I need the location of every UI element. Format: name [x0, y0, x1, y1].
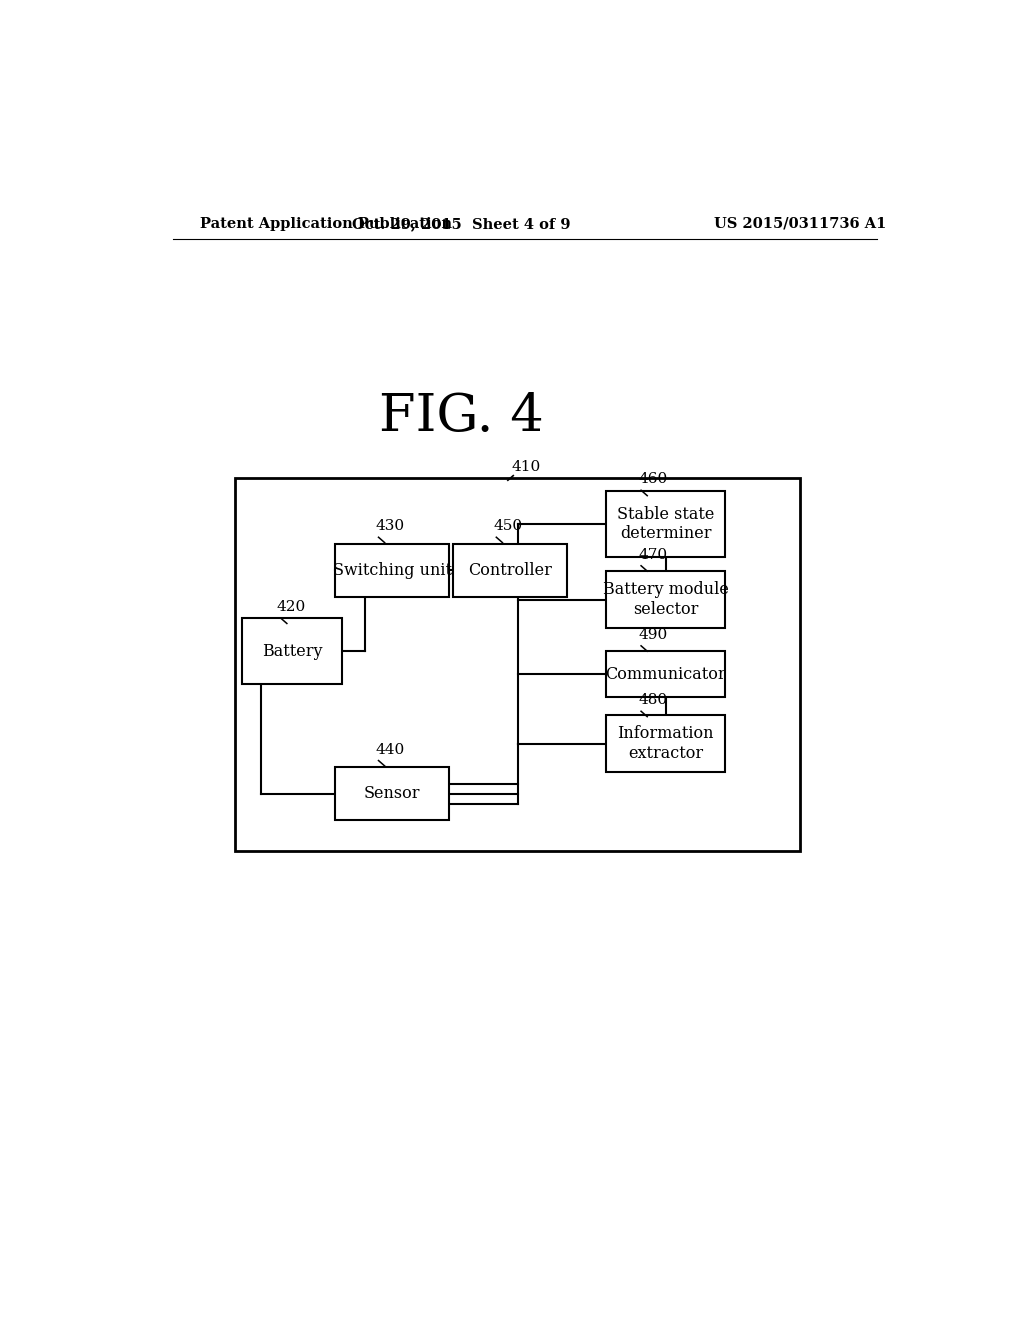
- Text: 470: 470: [639, 548, 668, 562]
- Text: Battery: Battery: [262, 643, 323, 660]
- Bar: [243, 619, 342, 684]
- Text: 440: 440: [376, 743, 404, 756]
- Text: Information
extractor: Information extractor: [617, 725, 714, 762]
- Text: Stable state
determiner: Stable state determiner: [617, 506, 715, 543]
- Bar: [606, 651, 725, 697]
- Bar: [336, 767, 450, 820]
- Bar: [234, 478, 801, 851]
- Text: 480: 480: [639, 693, 668, 708]
- Text: Oct. 29, 2015  Sheet 4 of 9: Oct. 29, 2015 Sheet 4 of 9: [352, 216, 571, 231]
- Text: Sensor: Sensor: [365, 785, 421, 803]
- Text: Patent Application Publication: Patent Application Publication: [200, 216, 452, 231]
- Bar: [606, 491, 725, 557]
- Bar: [454, 544, 567, 597]
- Text: Switching unit: Switching unit: [333, 562, 452, 579]
- Text: 430: 430: [376, 519, 404, 533]
- Text: Controller: Controller: [468, 562, 552, 579]
- Text: US 2015/0311736 A1: US 2015/0311736 A1: [715, 216, 887, 231]
- Text: 450: 450: [494, 519, 522, 533]
- Text: 490: 490: [639, 628, 668, 642]
- Text: 410: 410: [512, 461, 541, 474]
- Text: FIG. 4: FIG. 4: [379, 391, 544, 442]
- Bar: [606, 714, 725, 772]
- Text: 460: 460: [639, 473, 668, 487]
- Text: Communicator: Communicator: [605, 665, 726, 682]
- Bar: [336, 544, 450, 597]
- Bar: [606, 570, 725, 628]
- Text: 420: 420: [276, 601, 306, 614]
- Text: Battery module
selector: Battery module selector: [603, 581, 729, 618]
